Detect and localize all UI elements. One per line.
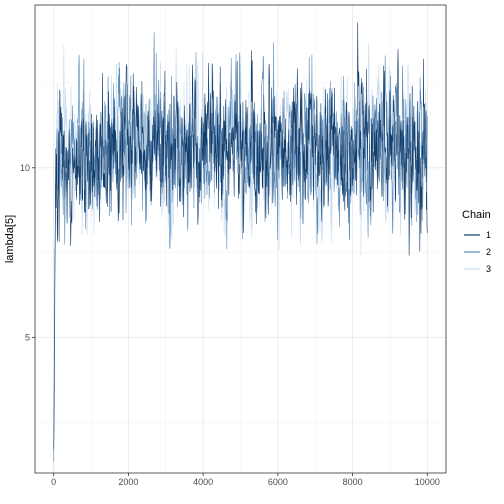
x-tick-label: 10000 bbox=[415, 477, 440, 487]
legend: Chain 1 2 3 bbox=[462, 209, 491, 274]
legend-label-chain-1: 1 bbox=[486, 230, 491, 240]
y-axis-title: lambda[5] bbox=[4, 215, 16, 263]
legend-label-chain-3: 3 bbox=[486, 264, 491, 274]
x-tick-label: 2000 bbox=[118, 477, 138, 487]
x-tick-label: 8000 bbox=[343, 477, 363, 487]
x-tick-label: 4000 bbox=[193, 477, 213, 487]
y-tick-label: 10 bbox=[20, 163, 30, 173]
y-axis: 5 10 bbox=[20, 163, 35, 342]
plot-panel bbox=[34, 4, 447, 474]
x-axis: 0 2000 4000 6000 8000 10000 bbox=[51, 473, 440, 487]
legend-title: Chain bbox=[462, 209, 491, 221]
legend-label-chain-2: 2 bbox=[486, 247, 491, 257]
series-line-chain-1 bbox=[53, 22, 428, 449]
x-tick-label: 0 bbox=[51, 477, 56, 487]
x-tick-label: 6000 bbox=[268, 477, 288, 487]
y-tick-label: 5 bbox=[25, 332, 30, 342]
series-lines bbox=[53, 22, 428, 468]
panel-border bbox=[34, 4, 447, 474]
